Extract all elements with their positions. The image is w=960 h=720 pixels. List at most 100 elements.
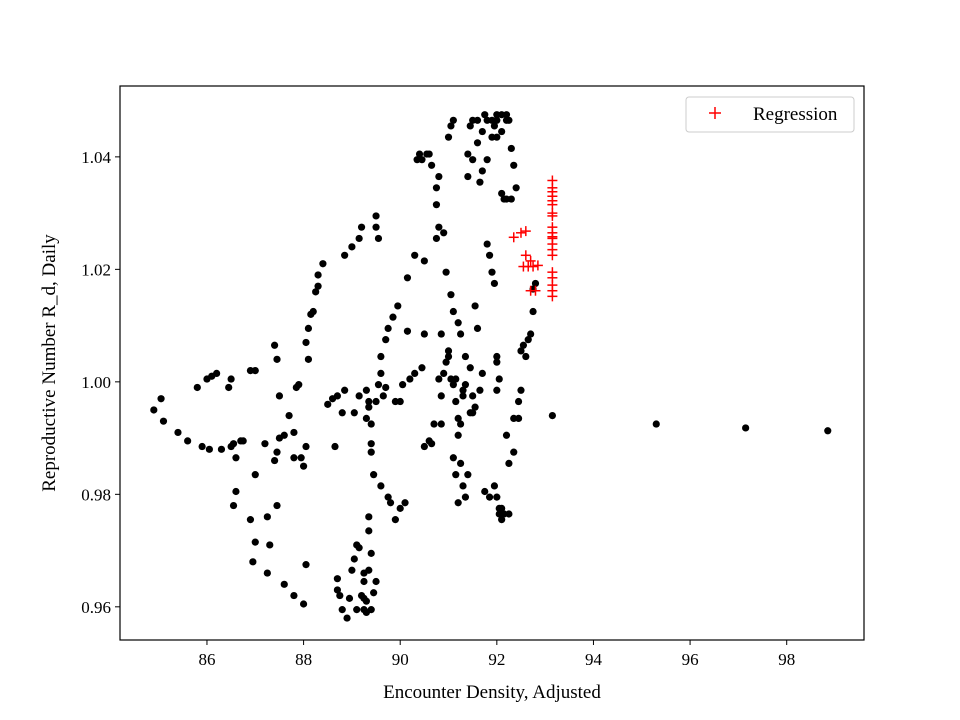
data-point [372, 397, 380, 406]
data-point [498, 504, 506, 512]
data-point [341, 251, 349, 259]
data-point [333, 586, 342, 594]
data-point [312, 288, 320, 296]
data-point [432, 184, 441, 192]
data-point [420, 257, 428, 265]
data-point [299, 600, 308, 608]
data-point [522, 352, 530, 361]
data-point [493, 386, 501, 394]
data-point [372, 577, 380, 586]
data-point [502, 111, 511, 119]
y-axis-label: Reproductive Number R_d, Daily [39, 234, 60, 492]
data-point [331, 442, 339, 451]
data-point [333, 575, 342, 583]
data-point [459, 386, 467, 394]
data-point [384, 324, 392, 333]
data-point [490, 122, 499, 130]
data-point [365, 403, 373, 411]
data-point [229, 501, 238, 510]
data-point [459, 392, 467, 400]
legend-box [685, 96, 855, 133]
regression-point [547, 291, 558, 302]
data-point [355, 234, 363, 243]
data-point [302, 338, 310, 347]
data-point [270, 456, 279, 465]
data-point [652, 420, 660, 428]
data-point [285, 411, 293, 420]
regression-point [515, 227, 526, 238]
data-point [251, 471, 259, 479]
data-point [493, 358, 501, 366]
data-point [345, 594, 354, 602]
data-point [336, 591, 344, 600]
data-point [514, 414, 523, 422]
regression-point [525, 255, 536, 266]
data-point [449, 454, 457, 462]
data-point [157, 395, 165, 403]
data-point [355, 544, 363, 552]
data-point [355, 392, 363, 400]
x-tick-label: 98 [778, 650, 795, 669]
data-point [299, 462, 308, 470]
data-point [449, 381, 457, 389]
data-point [379, 392, 387, 400]
data-point [232, 487, 240, 496]
data-point [454, 431, 462, 439]
data-point [442, 358, 450, 366]
data-point [437, 420, 445, 428]
data-point [507, 144, 515, 153]
data-point [295, 381, 303, 389]
data-point [471, 403, 479, 411]
data-point [469, 392, 477, 400]
data-point [456, 459, 465, 467]
regression-point [530, 285, 541, 296]
data-point [481, 111, 489, 119]
data-point [493, 352, 501, 361]
data-point [394, 302, 402, 310]
data-point [505, 116, 513, 124]
data-point [454, 319, 462, 327]
data-point [367, 606, 375, 614]
data-point [481, 487, 489, 496]
data-point [365, 527, 373, 535]
data-point [239, 437, 247, 445]
data-point [374, 234, 383, 243]
regression-point [532, 260, 543, 271]
data-point [437, 330, 445, 338]
data-point [490, 279, 499, 288]
data-point [478, 127, 486, 136]
data-point [464, 172, 472, 181]
data-point [290, 454, 298, 462]
data-point [302, 442, 310, 451]
data-point [493, 133, 501, 141]
data-point [273, 448, 281, 456]
data-point [367, 420, 375, 428]
data-point [435, 375, 443, 383]
data-point [517, 386, 525, 394]
data-point [512, 184, 520, 192]
data-point [435, 223, 443, 231]
x-tick-label: 92 [488, 650, 505, 669]
data-point [428, 161, 436, 169]
data-point [435, 172, 443, 181]
data-point [377, 369, 385, 378]
data-point [302, 561, 310, 569]
data-point [454, 499, 462, 507]
data-point [314, 282, 322, 290]
y-tick-label: 1.00 [81, 373, 111, 392]
data-point [365, 566, 373, 574]
data-point [469, 409, 477, 417]
data-point [444, 352, 453, 361]
data-point [548, 411, 556, 420]
data-point [519, 341, 528, 349]
data-point [440, 229, 448, 237]
data-point [198, 442, 206, 451]
data-point [517, 347, 525, 355]
data-point [193, 383, 201, 392]
data-point [456, 330, 465, 338]
data-point [246, 516, 255, 524]
data-point [280, 431, 288, 439]
data-point [150, 406, 158, 414]
data-point [273, 501, 281, 510]
data-point [290, 591, 298, 600]
